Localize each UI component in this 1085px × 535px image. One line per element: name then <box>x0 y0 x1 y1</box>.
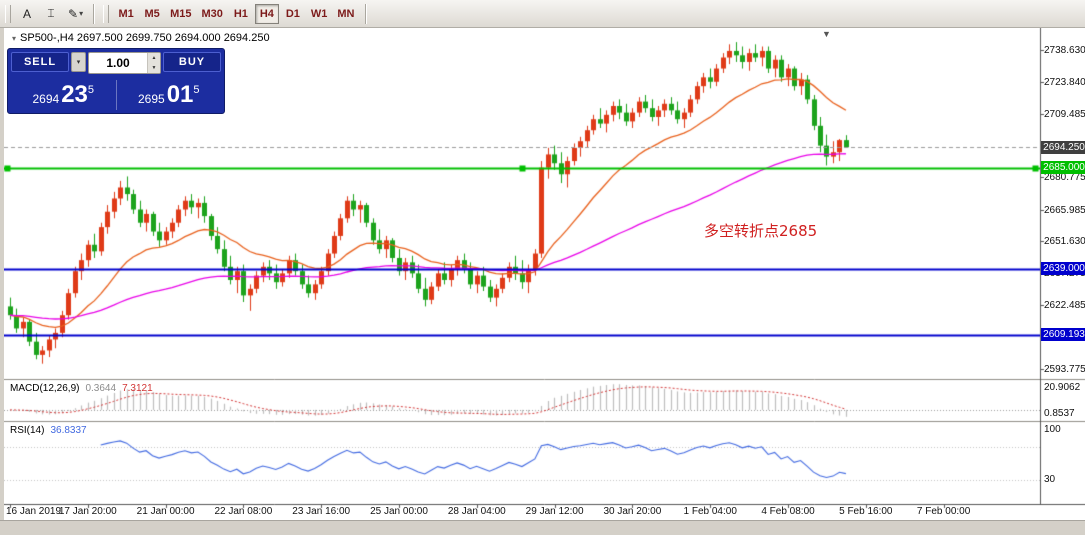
timeframe-m5-button[interactable]: M5 <box>140 4 164 24</box>
price-level-box: 2685.000 <box>1041 161 1085 175</box>
y-axis-label: 2738.630 <box>1044 44 1085 56</box>
text-cursor-icon: ⌶ <box>47 6 55 20</box>
time-axis-label: 1 Feb 04:00 <box>683 506 737 517</box>
rsi-value: 36.8337 <box>50 425 87 436</box>
toolbar-grip[interactable] <box>5 4 11 23</box>
draw-tool-button[interactable]: ✎ ▾ <box>64 3 87 24</box>
one-click-trading-panel: SELL ▾ 1.00 ▲ ▼ BUY 2694 23 5 2695 <box>7 48 225 114</box>
toolbar-separator <box>93 3 95 24</box>
timeframe-h4-button[interactable]: H4 <box>254 3 279 24</box>
time-axis-label: 21 Jan 00:00 <box>136 506 195 517</box>
right-shift-marker[interactable]: ▼ <box>822 29 831 39</box>
volume-down-button[interactable]: ▼ <box>148 63 160 73</box>
price-level-box: 2639.000 <box>1041 262 1085 276</box>
top-toolbar: A ⌶ ✎ ▾ M1 M5 M15 M30 H1 H4 D1 W1 MN <box>0 0 1085 28</box>
symbol-info-bar: ▾ SP500-,H4 2697.500 2699.750 2694.000 2… <box>12 32 270 44</box>
timeframe-m30-button[interactable]: M30 <box>197 4 226 24</box>
ask-prefix: 2695 <box>137 92 165 106</box>
volume-up-button[interactable]: ▲ <box>148 53 160 63</box>
chevron-down-icon: ▾ <box>76 59 81 66</box>
buy-button[interactable]: BUY <box>163 52 221 72</box>
time-axis-label: 17 Jan 20:00 <box>58 506 117 517</box>
window-frame-bottom <box>0 520 1085 535</box>
y-axis-label: 2665.985 <box>1044 204 1085 216</box>
timeframe-m15-button[interactable]: M15 <box>166 4 195 24</box>
time-axis-label: 7 Feb 00:00 <box>916 506 971 517</box>
bid-ask-divider <box>115 80 117 110</box>
time-axis-label: 16 Jan 2019 <box>6 506 62 517</box>
time-axis-label: 28 Jan 04:00 <box>447 506 506 517</box>
macd-label-row: MACD(12,26,9) 0.3644 7.3121 <box>10 383 153 394</box>
cursor-tool-button[interactable]: ⌶ <box>40 3 62 24</box>
rsi-scale-100-label: 100 <box>1044 424 1061 435</box>
timeframe-m1-button[interactable]: M1 <box>114 4 138 24</box>
chevron-down-icon: ▾ <box>79 9 84 18</box>
toolbar-grip[interactable] <box>103 4 110 23</box>
time-axis-label: 23 Jan 16:00 <box>292 506 351 517</box>
macd-name: MACD(12,26,9) <box>10 383 80 394</box>
y-axis-label: 2723.840 <box>1044 77 1085 89</box>
toolbar-separator <box>364 3 366 24</box>
price-level-box: 2609.193 <box>1041 328 1085 342</box>
symbol-ohlc-label: SP500-,H4 2697.500 2699.750 2694.000 269… <box>20 32 270 44</box>
rsi-name: RSI(14) <box>10 425 45 436</box>
volume-dropdown-button[interactable]: ▾ <box>71 52 86 72</box>
y-axis-label: 2709.485 <box>1044 108 1085 120</box>
volume-field[interactable]: 1.00 ▲ ▼ <box>88 52 161 74</box>
timeframe-h1-button[interactable]: H1 <box>229 4 253 24</box>
timeframe-d1-button[interactable]: D1 <box>281 4 305 24</box>
y-axis-label: 2593.775 <box>1044 363 1085 375</box>
macd-scale-bottom-label: 0.8537 <box>1044 408 1075 419</box>
bid-prefix: 2694 <box>32 92 60 106</box>
time-axis-label: 25 Jan 00:00 <box>370 506 428 517</box>
bid-price[interactable]: 2694 23 5 <box>11 83 116 110</box>
timeframe-w1-button[interactable]: W1 <box>307 4 332 24</box>
rsi-scale-30-label: 30 <box>1044 474 1056 485</box>
chart-text-annotation[interactable]: 多空转折点2685 <box>704 222 818 240</box>
ask-price[interactable]: 2695 01 5 <box>117 83 222 110</box>
macd-scale-top-label: 20.9062 <box>1044 382 1081 393</box>
ask-big-digits: 01 <box>166 81 194 108</box>
ask-pip-digit: 5 <box>193 84 200 96</box>
bid-big-digits: 23 <box>61 81 88 108</box>
volume-value[interactable]: 1.00 <box>106 56 130 70</box>
y-axis-label: 2622.485 <box>1044 300 1085 312</box>
y-axis-label: 2651.630 <box>1044 236 1085 248</box>
current-price-box: 2694.250 <box>1041 140 1085 154</box>
chart-window: ▾ SP500-,H4 2697.500 2699.750 2694.000 2… <box>4 28 1085 520</box>
y-axis-label: 2680.775 <box>1044 171 1085 183</box>
rsi-label-row: RSI(14) 36.8337 <box>10 425 87 436</box>
timeframe-mn-button[interactable]: MN <box>333 4 358 24</box>
pencil-icon: ✎ <box>68 6 79 21</box>
collapse-triangle-icon[interactable]: ▾ <box>12 33 17 43</box>
macd-main-value: 0.3644 <box>85 383 117 394</box>
bid-pip-digit: 5 <box>87 84 95 96</box>
time-axis-label: 29 Jan 12:00 <box>525 506 584 517</box>
time-axis-label: 5 Feb 16:00 <box>839 506 893 517</box>
text-tool-button[interactable]: A <box>16 3 38 24</box>
time-axis-label: 30 Jan 20:00 <box>603 506 662 517</box>
macd-signal-value: 7.3121 <box>122 383 153 394</box>
time-axis-label: 22 Jan 08:00 <box>214 506 273 517</box>
time-axis-label: 4 Feb 08:00 <box>761 506 815 517</box>
sell-button[interactable]: SELL <box>11 52 69 72</box>
